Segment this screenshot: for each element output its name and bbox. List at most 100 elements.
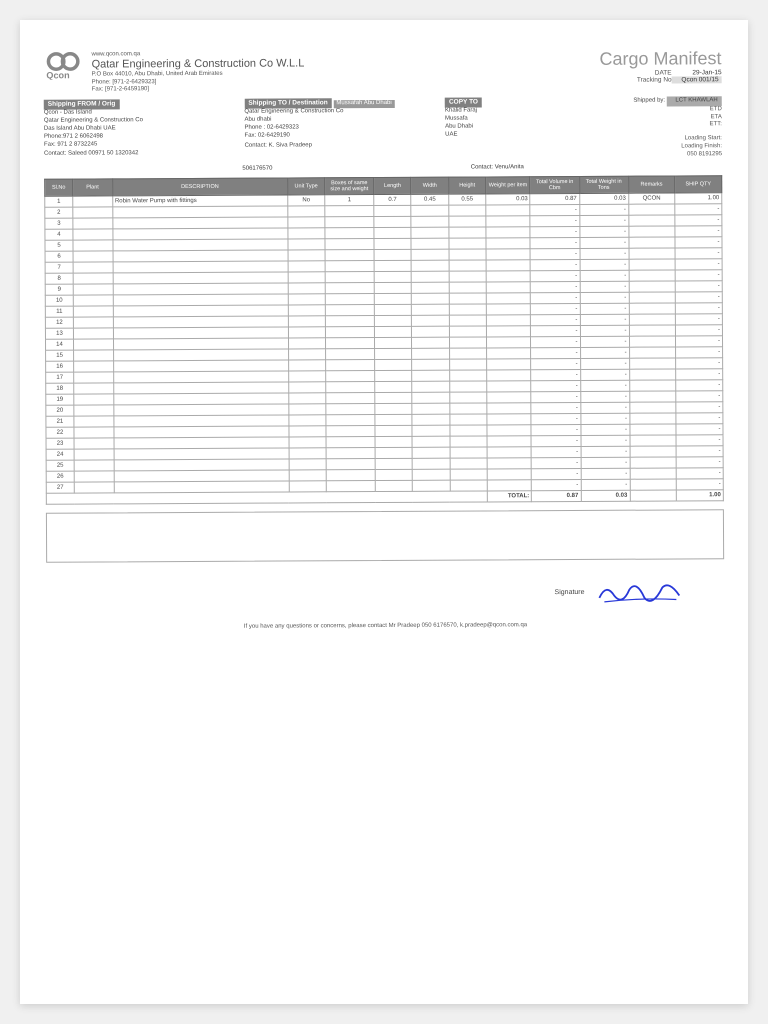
cell (113, 239, 288, 251)
cell (74, 405, 114, 416)
cell: - (675, 269, 722, 280)
cell: - (581, 446, 630, 457)
cell: - (532, 446, 581, 457)
cell: - (531, 413, 580, 424)
cell: - (675, 236, 722, 247)
cell (374, 216, 411, 227)
cell: - (531, 424, 580, 435)
cell (629, 303, 676, 314)
cell (449, 315, 486, 326)
cell (375, 458, 412, 469)
col-6: Width (411, 177, 448, 194)
cell: - (675, 280, 722, 291)
cell (630, 435, 677, 446)
cell (74, 460, 114, 471)
cell (487, 358, 531, 369)
cell (374, 304, 411, 315)
cell: - (531, 336, 580, 347)
cell: - (676, 313, 723, 324)
cell (411, 238, 448, 249)
cell (412, 271, 449, 282)
cell (113, 261, 288, 273)
cell: - (579, 226, 628, 237)
cell: 1 (45, 196, 73, 207)
copy-heading: COPY TO (445, 97, 482, 108)
cell (412, 436, 449, 447)
mid-contact: Contact: Venu/Anita (471, 164, 524, 170)
cell (411, 249, 448, 260)
cell: - (580, 413, 629, 424)
cell: 0.87 (532, 490, 581, 501)
col-12: SHIP QTY (675, 175, 722, 192)
cell: - (531, 259, 580, 270)
cell: - (531, 314, 580, 325)
cell (629, 347, 676, 358)
cell (449, 359, 486, 370)
cell (288, 227, 325, 238)
cell: - (676, 379, 723, 390)
cell (412, 392, 449, 403)
cell (288, 271, 325, 282)
cell: 1.00 (675, 192, 722, 203)
cell (114, 448, 289, 460)
col-8: Weight per item (486, 176, 530, 193)
cell (46, 491, 487, 504)
cell (326, 326, 375, 337)
signature-label: Signature (555, 589, 585, 596)
cell (374, 271, 411, 282)
cell (326, 403, 375, 414)
cell (326, 348, 375, 359)
cell: - (580, 336, 629, 347)
cell (74, 372, 114, 383)
cell: 11 (45, 306, 73, 317)
cell (449, 260, 486, 271)
cell: - (676, 324, 723, 335)
cell: 0.03 (581, 490, 630, 501)
cell (412, 282, 449, 293)
cell (112, 206, 287, 218)
cell: - (579, 204, 628, 215)
tracking-value: Qcon 001/15 (672, 76, 722, 83)
copy-l4: UAE (445, 131, 578, 139)
cell (449, 271, 486, 282)
cell: - (531, 325, 580, 336)
cell (326, 392, 375, 403)
cell: - (531, 435, 580, 446)
cell: - (531, 391, 580, 402)
cell (326, 458, 375, 469)
cell (450, 436, 487, 447)
cell (629, 402, 676, 413)
cell: - (580, 314, 629, 325)
cell (374, 249, 411, 260)
cell (412, 425, 449, 436)
cell: - (675, 247, 722, 258)
cell (326, 337, 375, 348)
cell (374, 282, 411, 293)
col-3: Unit Type (287, 177, 324, 194)
cell (449, 337, 486, 348)
cell (326, 370, 375, 381)
cell (628, 237, 675, 248)
to-heading: Shipping TO / Destination (244, 98, 331, 109)
cell (288, 370, 325, 381)
cell: 0.87 (530, 193, 579, 204)
doc-title: Cargo Manifest (599, 48, 721, 70)
col-7: Height (448, 176, 485, 193)
cell (413, 469, 450, 480)
cell (629, 248, 676, 259)
cell: - (580, 303, 629, 314)
cell (630, 490, 677, 501)
cell: - (579, 237, 628, 248)
cell (288, 293, 325, 304)
cell (113, 305, 288, 317)
col-9: Total Volume in Cbm (530, 176, 579, 193)
cell (325, 205, 374, 216)
cell (374, 227, 411, 238)
cell (288, 304, 325, 315)
cell: - (531, 292, 580, 303)
cell: - (531, 248, 580, 259)
cell: 0.55 (449, 194, 486, 205)
cell (289, 458, 326, 469)
cell (629, 325, 676, 336)
cell (114, 404, 289, 416)
